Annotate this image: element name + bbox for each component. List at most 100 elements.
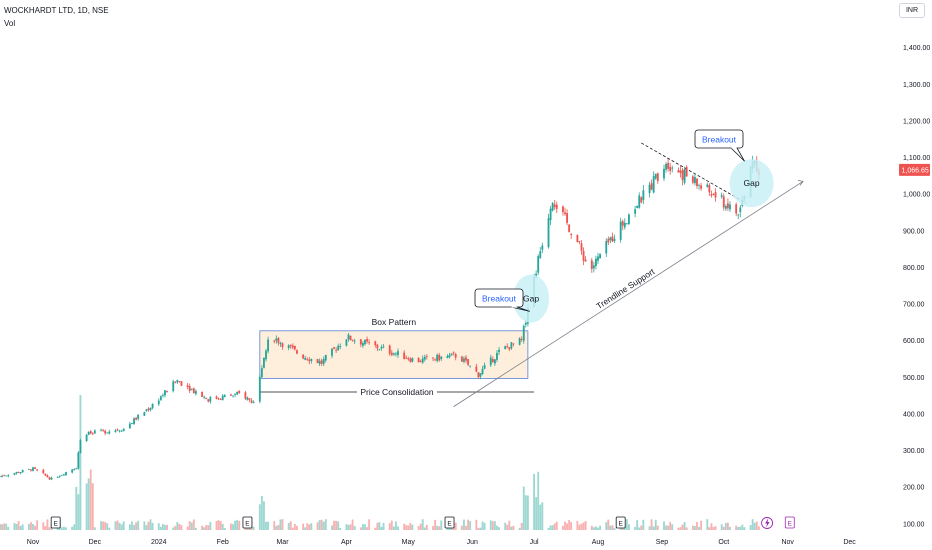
candle-body	[65, 472, 67, 476]
candle-body	[628, 214, 630, 225]
volume-bar	[522, 486, 525, 530]
volume-bar	[65, 527, 67, 530]
candle	[128, 421, 131, 429]
candle-body	[145, 409, 148, 412]
candle-body	[425, 356, 428, 358]
candle	[691, 174, 694, 185]
candle	[335, 347, 338, 354]
candle	[62, 473, 65, 476]
volume-bar	[518, 527, 521, 530]
candle-body	[188, 386, 191, 391]
candle-body	[405, 357, 408, 359]
candle-body	[403, 352, 406, 360]
x-tick-label: Sep	[656, 539, 669, 546]
candle	[87, 431, 90, 436]
volume-bar	[159, 526, 162, 530]
x-tick-label: Nov	[27, 539, 40, 546]
candle	[465, 354, 467, 363]
candle-body	[87, 431, 90, 435]
candle-body	[421, 358, 424, 363]
candle	[578, 241, 581, 245]
candle-body	[409, 358, 412, 362]
candle	[656, 172, 659, 184]
volume-bar	[700, 520, 703, 530]
candle-body	[236, 391, 239, 395]
candle-body	[681, 170, 684, 180]
currency-button[interactable]: INR	[899, 3, 925, 18]
candle	[549, 205, 552, 226]
candle-body	[114, 430, 117, 433]
candle	[654, 173, 657, 180]
volume-bar	[133, 524, 135, 530]
candle	[203, 395, 206, 400]
candle-body	[518, 338, 521, 345]
candle	[230, 393, 232, 396]
volume-bar	[32, 524, 34, 530]
candle	[50, 476, 53, 481]
candle	[13, 472, 16, 476]
x-tick-label: May	[402, 539, 416, 546]
volume-bar	[42, 522, 45, 530]
candle-body	[351, 339, 354, 341]
callout-pointer	[730, 147, 745, 162]
candle-body	[353, 340, 356, 342]
volume-bar	[465, 525, 467, 530]
candle-body	[578, 241, 581, 242]
candle-body	[190, 388, 193, 390]
candle-body	[735, 204, 738, 214]
candle-body	[388, 345, 391, 354]
candle-body	[407, 358, 410, 360]
volume-bar	[114, 521, 117, 530]
volume-bar	[223, 527, 226, 530]
candle-body	[333, 347, 335, 349]
candle	[322, 356, 325, 367]
candle	[493, 358, 496, 366]
candle	[267, 336, 269, 354]
candle	[597, 252, 599, 265]
candle	[739, 204, 742, 218]
volume-bar	[535, 497, 538, 530]
volume-bar	[524, 495, 527, 530]
breakout-label: Breakout	[482, 294, 517, 304]
volume-bar	[75, 486, 78, 530]
volume-bar	[751, 519, 754, 530]
candle	[108, 429, 111, 435]
volume-bars	[0, 395, 760, 530]
volume-bar	[477, 527, 480, 530]
candle	[102, 428, 105, 433]
candle-body	[648, 184, 651, 194]
candle-body	[504, 346, 507, 350]
volume-bar	[120, 524, 123, 530]
candle	[483, 362, 486, 370]
volume-bar	[669, 521, 672, 530]
x-tick-label: Jul	[530, 539, 539, 546]
volume-bar	[21, 524, 24, 530]
volume-bar	[135, 522, 138, 530]
candle-body	[174, 382, 177, 384]
candle-body	[230, 394, 232, 396]
candle	[652, 171, 655, 194]
volume-bar	[650, 519, 653, 530]
volume-bar	[252, 526, 255, 530]
candle	[467, 359, 470, 367]
candle-body	[258, 376, 261, 402]
volume-bar	[0, 524, 1, 530]
volume-bar	[128, 524, 131, 530]
candle-body	[79, 440, 82, 454]
y-tick-label: 700.00	[903, 302, 925, 309]
candle-body	[512, 343, 515, 345]
candle-body	[508, 347, 511, 350]
candle-body	[510, 342, 513, 349]
candle-body	[32, 467, 34, 471]
candle-body	[364, 339, 366, 345]
volume-bar	[463, 519, 465, 530]
volume-bar	[122, 521, 125, 530]
candle-body	[685, 166, 688, 177]
candle	[605, 238, 608, 257]
candle-body	[3, 475, 6, 477]
candle-body	[595, 258, 597, 267]
candle	[726, 198, 729, 211]
candle-body	[349, 335, 352, 340]
x-tick-label: Feb	[217, 539, 229, 546]
